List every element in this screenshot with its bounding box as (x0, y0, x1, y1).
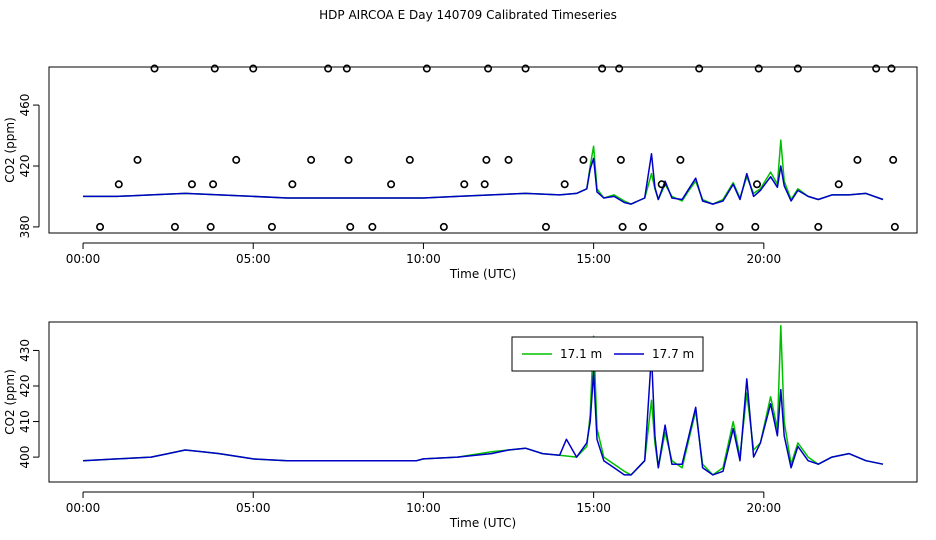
x-tick-label: 10:00 (406, 501, 441, 515)
plot-frame (48, 66, 918, 234)
data-point (324, 64, 333, 73)
legend-label: 17.1 m (560, 347, 602, 361)
data-point (368, 222, 377, 231)
data-point (615, 64, 624, 73)
data-point (887, 64, 896, 73)
data-point (288, 180, 297, 189)
data-point (754, 64, 763, 73)
x-axis-label: Time (UTC) (449, 516, 516, 530)
data-point (206, 222, 215, 231)
data-point (853, 155, 862, 164)
data-point (387, 180, 396, 189)
data-point (187, 180, 196, 189)
panel-bottom: 00:00 05:00 10:00 15:00 20:00 Time (UTC) 400 41… (3, 321, 918, 530)
data-point (480, 180, 489, 189)
data-point (460, 180, 469, 189)
data-point (521, 64, 530, 73)
series-line-17-7-m (83, 153, 884, 205)
data-point (133, 155, 142, 164)
x-axis-label: Time (UTC) (449, 267, 516, 281)
y-axis-label: CO2 (ppm) (3, 369, 17, 435)
data-point (872, 64, 881, 73)
data-point (753, 180, 762, 189)
data-point (267, 222, 276, 231)
x-tick-label: 15:00 (576, 501, 611, 515)
data-point (618, 222, 627, 231)
data-point (676, 155, 685, 164)
data-point (346, 222, 355, 231)
data-point (484, 64, 493, 73)
y-tick-label: 460 (18, 94, 32, 117)
data-point (579, 155, 588, 164)
legend-label: 17.7 m (652, 347, 694, 361)
x-tick-label: 05:00 (236, 252, 271, 266)
data-point (170, 222, 179, 231)
data-point (342, 64, 351, 73)
chart-title: HDP AIRCOA E Day 140709 Calibrated Times… (319, 8, 617, 22)
data-point (422, 64, 431, 73)
data-point (814, 222, 823, 231)
data-point (598, 64, 607, 73)
data-point (695, 64, 704, 73)
data-point (560, 180, 569, 189)
y-tick-label: 380 (18, 215, 32, 238)
y-axis-label: CO2 (ppm) (3, 117, 17, 183)
x-tick-label: 05:00 (236, 501, 271, 515)
y-tick-label: 430 (18, 339, 32, 362)
plot-frame (48, 321, 918, 483)
data-point (232, 155, 241, 164)
x-tick-label: 15:00 (576, 252, 611, 266)
data-point (210, 64, 219, 73)
data-point (834, 180, 843, 189)
data-point (890, 222, 899, 231)
x-tick-label: 00:00 (66, 501, 101, 515)
data-point (209, 180, 218, 189)
y-tick-label: 420 (18, 155, 32, 178)
panel-top: 00:00 05:00 10:00 15:00 20:00 Time (UTC) 380 42… (3, 64, 918, 281)
data-point (715, 222, 724, 231)
data-point (616, 155, 625, 164)
data-point (541, 222, 550, 231)
data-point (114, 180, 123, 189)
data-point (793, 64, 802, 73)
data-point (504, 155, 513, 164)
y-tick-label: 420 (18, 375, 32, 398)
series-line-17-7-m (82, 353, 884, 476)
data-point (96, 222, 105, 231)
x-tick-label: 20:00 (747, 252, 782, 266)
data-point (344, 155, 353, 164)
x-tick-label: 20:00 (747, 501, 782, 515)
data-point (405, 155, 414, 164)
data-point (249, 64, 258, 73)
y-tick-label: 410 (18, 410, 32, 433)
y-tick-label: 400 (18, 446, 32, 469)
data-point (439, 222, 448, 231)
data-point (482, 155, 491, 164)
data-point (150, 64, 159, 73)
data-point (889, 155, 898, 164)
x-tick-label: 10:00 (406, 252, 441, 266)
data-point (638, 222, 647, 231)
data-point (657, 180, 666, 189)
data-point (307, 155, 316, 164)
x-tick-label: 00:00 (66, 252, 101, 266)
data-point (751, 222, 760, 231)
